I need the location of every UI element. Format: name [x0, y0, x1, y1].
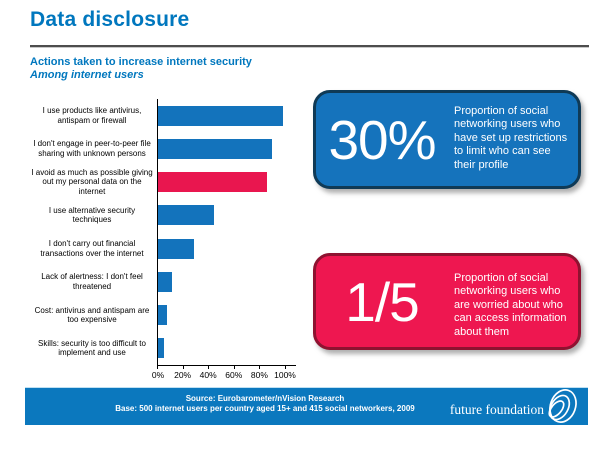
title-underline — [30, 45, 589, 48]
callout-worried-access: 1/5 Proportion of social networking user… — [313, 253, 581, 350]
future-foundation-logo: future foundation — [450, 388, 584, 425]
callout-description: Proportion of social networking users wh… — [454, 272, 567, 338]
x-tick-label: 20% — [174, 370, 192, 380]
tick-mark — [233, 366, 235, 369]
category-labels: I use products like antivirus, antispam … — [31, 99, 153, 365]
bar — [158, 305, 167, 326]
bar-highlighted — [158, 172, 267, 193]
tick-mark — [285, 366, 286, 369]
bar — [158, 138, 272, 159]
category-label: I use alternative security techniques — [48, 205, 136, 225]
base-line: Base: 500 internet users per country age… — [115, 404, 415, 413]
bar-chart-plot — [157, 99, 296, 366]
tick-mark — [157, 366, 158, 369]
callout-social-restrictions: 30% Proportion of social networking user… — [313, 90, 581, 189]
category-label: I don't engage in peer-to-peer file shar… — [33, 139, 151, 158]
category-label: Skills: security is too difficult to imp… — [38, 338, 146, 358]
callout-value: 30% — [328, 108, 436, 171]
x-tick-label: 80% — [250, 370, 268, 380]
category-label: I use products like antivirus, antispam … — [42, 106, 142, 125]
category-label: I don't carry out financial transactions… — [40, 239, 144, 258]
footer-bar: Source: Eurobarometer/nVision Research B… — [25, 387, 588, 425]
x-tick-label: 100% — [274, 370, 296, 380]
logo-text: future foundation — [449, 401, 544, 417]
bar — [158, 205, 215, 226]
x-tick-label: 0% — [151, 370, 165, 380]
tick-mark — [259, 366, 261, 369]
chart-heading: Actions taken to increase internet secur… — [30, 56, 252, 68]
x-tick-label: 60% — [225, 370, 243, 380]
page-title: Data disclosure — [30, 8, 190, 31]
category-label: Lack of alertness: I don't feel threaten… — [41, 272, 143, 291]
x-tick-label: 40% — [199, 370, 217, 380]
source-line: Source: Eurobarometer/nVision Research — [185, 394, 345, 403]
logo-swirl-icon — [548, 388, 577, 423]
chart-subheading: Among internet users — [30, 69, 144, 81]
tick-mark — [182, 366, 184, 369]
callout-description: Proportion of social networking users wh… — [454, 105, 568, 171]
bar — [158, 105, 284, 126]
bar — [158, 338, 165, 359]
category-label: I avoid as much as possible giving out m… — [31, 167, 153, 196]
source-text: Source: Eurobarometer/nVision Research B… — [65, 394, 465, 414]
bar — [158, 271, 173, 292]
callout-value: 1/5 — [345, 270, 419, 333]
bar — [158, 238, 194, 259]
tick-mark — [208, 366, 210, 369]
category-label: Cost: antivirus and antispam are too exp… — [34, 305, 150, 325]
